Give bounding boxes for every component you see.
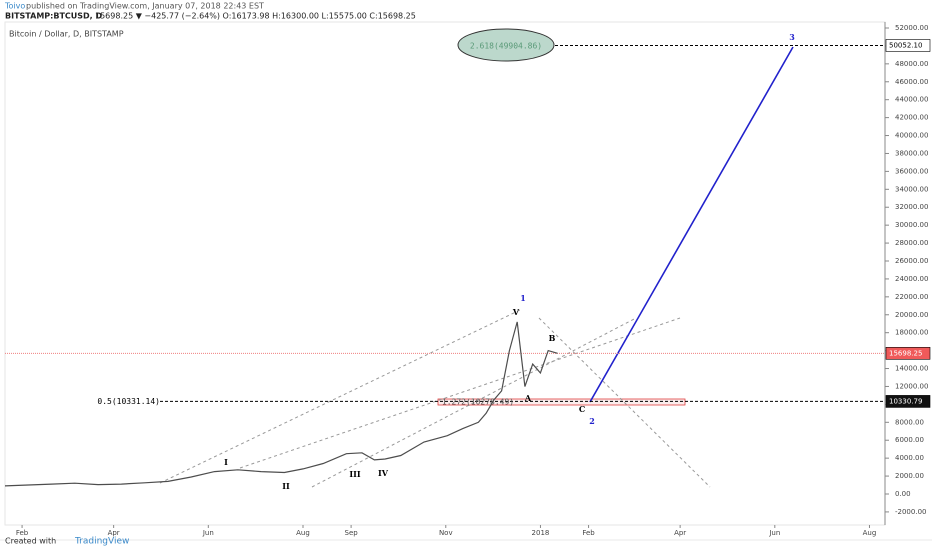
x-tick-label: 2018 bbox=[532, 529, 550, 537]
y-tick-label: 24000.00 bbox=[895, 275, 928, 283]
wave-label: B bbox=[549, 333, 556, 343]
fib-label: 2.618(49904.86) bbox=[470, 42, 542, 51]
y-tick-label: 22000.00 bbox=[895, 293, 928, 301]
y-tick-label: 32000.00 bbox=[895, 203, 928, 211]
highlight-ellipse bbox=[457, 28, 555, 62]
wave-label: V bbox=[512, 307, 520, 317]
trendline bbox=[311, 317, 637, 488]
y-tick-label: -2000.00 bbox=[895, 508, 926, 516]
wave-projection bbox=[589, 46, 794, 403]
y-tick-label: 8000.00 bbox=[895, 418, 924, 426]
price-tag-label: 50052.10 bbox=[889, 41, 922, 49]
x-tick-label: Feb bbox=[16, 529, 29, 537]
wave-label: 2 bbox=[589, 416, 595, 426]
wave-label: 1 bbox=[520, 293, 526, 303]
wave-label: I bbox=[224, 457, 228, 467]
y-tick-label: 4000.00 bbox=[895, 454, 924, 462]
price-tag-label: 10330.79 bbox=[889, 397, 922, 405]
y-tick-label: 34000.00 bbox=[895, 185, 928, 193]
y-tick-label: 36000.00 bbox=[895, 167, 928, 175]
wave-label: II bbox=[282, 481, 290, 491]
y-tick-label: 48000.00 bbox=[895, 60, 928, 68]
wave-label: IV bbox=[378, 468, 389, 478]
wave-label: III bbox=[349, 469, 360, 479]
x-tick-label: Feb bbox=[582, 529, 595, 537]
wave-label: C bbox=[579, 404, 585, 414]
y-tick-label: 28000.00 bbox=[895, 239, 928, 247]
x-tick-label: Aug bbox=[863, 529, 877, 537]
wave-label: 3 bbox=[789, 32, 795, 42]
published: published on TradingView.com, January 07… bbox=[26, 2, 264, 11]
price-tag bbox=[885, 39, 931, 52]
y-tick-label: 38000.00 bbox=[895, 149, 928, 157]
y-tick-label: 2000.00 bbox=[895, 472, 924, 480]
fib-label: 0.5(10331.14) bbox=[97, 397, 160, 406]
chart-title: Bitcoin / Dollar, D, BITSTAMP bbox=[9, 30, 124, 39]
price-line bbox=[4, 321, 558, 487]
price-tag bbox=[885, 347, 931, 360]
trendline bbox=[538, 317, 711, 488]
target-box bbox=[437, 398, 686, 406]
y-tick-label: 40000.00 bbox=[895, 132, 928, 140]
fib-label: 1.272(10278.49) bbox=[442, 398, 514, 407]
price-tag bbox=[885, 395, 931, 408]
y-tick-label: 52000.00 bbox=[895, 24, 928, 32]
price-tag-label: 15698.25 bbox=[889, 349, 922, 357]
y-tick-label: 12000.00 bbox=[895, 382, 928, 390]
x-tick-label: Jun bbox=[202, 529, 214, 537]
x-tick-label: Nov bbox=[439, 529, 453, 537]
y-tick-label: 0.00 bbox=[895, 490, 911, 498]
footer-brand[interactable]: TradingView bbox=[74, 537, 129, 547]
x-tick-label: Apr bbox=[108, 529, 120, 537]
symbol: BITSTAMP:BTCUSD, D bbox=[5, 12, 102, 21]
trendline bbox=[159, 309, 521, 484]
y-tick-label: 46000.00 bbox=[895, 78, 928, 86]
y-tick-label: 14000.00 bbox=[895, 365, 928, 373]
y-tick-label: 6000.00 bbox=[895, 436, 924, 444]
x-tick-label: Apr bbox=[674, 529, 686, 537]
y-tick-label: 20000.00 bbox=[895, 311, 928, 319]
y-tick-label: 30000.00 bbox=[895, 221, 928, 229]
x-tick-label: Jun bbox=[768, 529, 780, 537]
y-tick-label: 42000.00 bbox=[895, 114, 928, 122]
y-tick-label: 18000.00 bbox=[895, 329, 928, 337]
trendlines bbox=[159, 309, 711, 488]
y-tick-label: 44000.00 bbox=[895, 96, 928, 104]
author[interactable]: Toivo bbox=[4, 2, 25, 11]
x-tick-label: Sep bbox=[345, 529, 359, 537]
wave-label: A bbox=[524, 393, 532, 403]
y-tick-label: 26000.00 bbox=[895, 257, 928, 265]
footer-created: Created with bbox=[5, 537, 56, 546]
quote: 15698.25 ▼ −425.77 (−2.64%) O:16173.98 H… bbox=[95, 12, 416, 21]
x-tick-label: Aug bbox=[296, 529, 310, 537]
